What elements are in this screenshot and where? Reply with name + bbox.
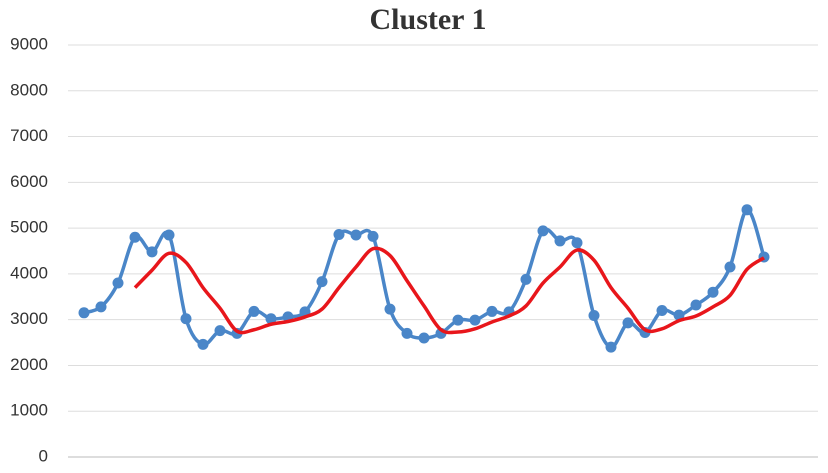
chart-title: Cluster 1 xyxy=(370,3,487,36)
marker xyxy=(248,305,260,317)
marker xyxy=(78,307,90,319)
y-tick-label: 7000 xyxy=(10,126,48,145)
marker xyxy=(741,204,753,216)
y-tick-label: 3000 xyxy=(10,309,48,328)
marker xyxy=(265,313,277,325)
marker xyxy=(690,299,702,311)
marker xyxy=(588,310,600,322)
marker xyxy=(214,325,226,337)
marker xyxy=(605,341,617,353)
y-tick-label: 0 xyxy=(39,446,48,465)
y-tick-label: 4000 xyxy=(10,263,48,282)
marker xyxy=(163,229,175,241)
marker xyxy=(622,317,634,329)
marker xyxy=(452,314,464,326)
series-line xyxy=(83,208,766,349)
y-tick-label: 5000 xyxy=(10,218,48,237)
y-tick-label: 1000 xyxy=(10,401,48,420)
marker xyxy=(656,305,668,317)
marker xyxy=(707,286,719,298)
marker xyxy=(384,303,396,315)
marker xyxy=(537,225,549,237)
marker xyxy=(401,327,413,339)
marker xyxy=(367,230,379,242)
marker xyxy=(95,301,107,313)
y-tick-label: 6000 xyxy=(10,172,48,191)
marker xyxy=(673,309,685,321)
marker xyxy=(146,246,158,258)
marker xyxy=(333,229,345,241)
marker xyxy=(486,305,498,317)
marker xyxy=(554,235,566,247)
marker xyxy=(350,229,362,241)
y-tick-label: 2000 xyxy=(10,355,48,374)
marker xyxy=(418,332,430,344)
y-tick-label: 9000 xyxy=(10,34,48,53)
marker xyxy=(469,314,481,326)
series-line xyxy=(133,246,765,335)
marker xyxy=(316,276,328,288)
marker xyxy=(724,261,736,273)
y-tick-label: 8000 xyxy=(10,80,48,99)
marker xyxy=(520,273,532,285)
marker xyxy=(197,338,209,350)
marker xyxy=(129,231,141,243)
marker xyxy=(180,313,192,325)
marker xyxy=(112,277,124,289)
marker xyxy=(571,237,583,249)
